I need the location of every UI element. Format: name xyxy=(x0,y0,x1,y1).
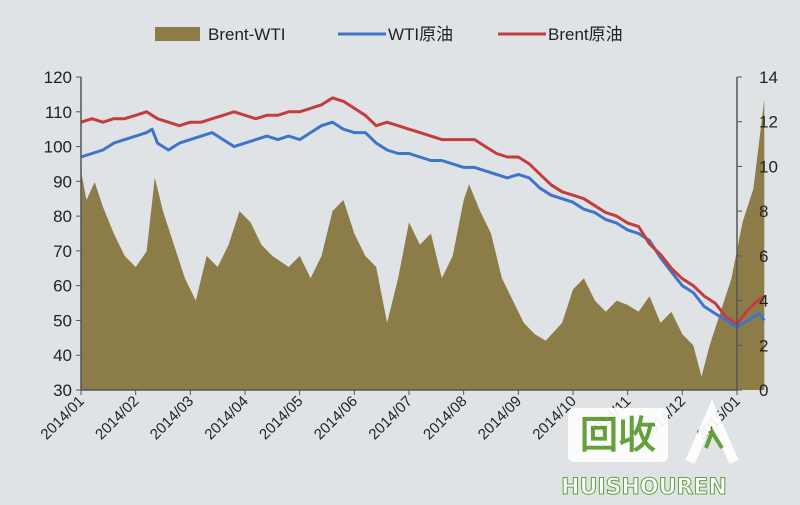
y-left-tick-label: 50 xyxy=(53,311,72,330)
y-left-tick-label: 30 xyxy=(53,381,72,400)
x-tick-label: 2014/03 xyxy=(147,393,197,443)
y-left-tick-label: 60 xyxy=(53,277,72,296)
y-right-tick-label: 6 xyxy=(759,247,768,266)
x-tick-label: 2014/04 xyxy=(201,393,251,443)
legend-swatch-brent-wti xyxy=(155,27,200,41)
x-tick-label: 2014/07 xyxy=(365,393,415,443)
y-right-tick-label: 2 xyxy=(759,336,768,355)
y-right-tick-label: 0 xyxy=(759,381,768,400)
y-left-tick-label: 70 xyxy=(53,242,72,261)
spread-area-layer xyxy=(81,99,765,391)
x-tick-label: 2014/08 xyxy=(420,393,470,443)
y-right-tick-label: 8 xyxy=(759,202,768,221)
legend: Brent-WTI WTI原油 Brent原油 xyxy=(155,25,623,44)
y-left-tick-label: 40 xyxy=(53,346,72,365)
watermark-brand-text: HUISHOUREN xyxy=(561,475,727,500)
y-right-tick-label: 14 xyxy=(759,68,778,87)
watermark-leaf-shape xyxy=(704,427,724,450)
watermark-logo-text: 回收 xyxy=(580,413,656,457)
x-tick-label: 2014/06 xyxy=(311,393,361,443)
x-tick-label: 2014/09 xyxy=(475,393,525,443)
watermark-a-shape xyxy=(685,399,739,465)
x-tick-label: 2014/05 xyxy=(256,393,306,443)
y-right-tick-label: 10 xyxy=(759,157,778,176)
y-left-tick-label: 80 xyxy=(53,207,72,226)
y-left-tick-label: 120 xyxy=(44,68,72,87)
legend-label: WTI原油 xyxy=(388,25,453,44)
y-right-tick-label: 12 xyxy=(759,113,778,132)
watermark: 回收 HUISHOUREN xyxy=(561,399,739,501)
series-area-brent-wti xyxy=(81,99,765,391)
series-line-brent xyxy=(80,96,766,326)
x-tick-label: 2014/01 xyxy=(37,393,87,443)
legend-label: Brent原油 xyxy=(548,25,623,44)
y-left-tick-label: 110 xyxy=(45,103,72,122)
y-left-tick-label: 90 xyxy=(53,172,72,191)
y-right-tick-label: 4 xyxy=(759,292,768,311)
legend-label: Brent-WTI xyxy=(208,25,285,44)
price-lines-layer xyxy=(80,96,766,329)
watermark-logo-box xyxy=(568,408,668,462)
y-left-tick-label: 100 xyxy=(44,138,72,157)
x-tick-label: 2014/02 xyxy=(92,393,142,443)
